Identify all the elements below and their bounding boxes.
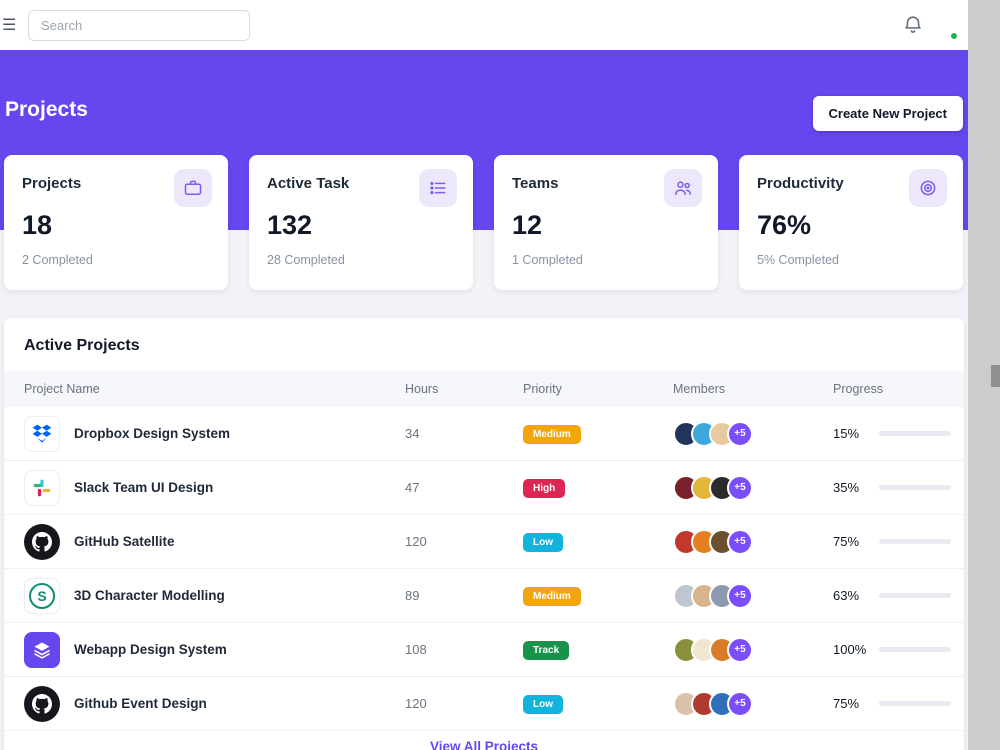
stat-label: Productivity (757, 175, 844, 192)
progress-bar (879, 647, 951, 652)
view-all-projects-link[interactable]: View All Projects (429, 739, 539, 750)
stat-cards-row: Projects 18 2 Completed Active Task 132 … (4, 155, 964, 290)
col-project-name: Project Name (24, 382, 100, 396)
top-bar: ☰ (0, 0, 968, 50)
stat-value: 76% (757, 210, 812, 240)
table-row[interactable]: S 3D Character Modelling 89 Medium +5 63… (4, 569, 964, 623)
priority-badge: Track (523, 640, 570, 660)
members-stack: +5 (673, 420, 833, 447)
ring-s-icon: S (24, 577, 60, 614)
table-row[interactable]: Webapp Design System 108 Track +5 100% (4, 623, 964, 677)
members-stack: +5 (673, 528, 833, 555)
stat-label: Active Task (267, 175, 350, 192)
col-progress: Progress (833, 382, 884, 396)
stat-completed: 2 Completed (22, 253, 93, 267)
members-more-badge: +5 (727, 582, 753, 609)
progress-bar (879, 593, 951, 598)
project-name: Webapp Design System (74, 642, 227, 657)
briefcase-icon (174, 169, 212, 207)
members-stack: +5 (673, 690, 833, 717)
progress-bar (879, 485, 951, 490)
progress-label: 63% (833, 588, 860, 603)
stat-card-teams: Teams 12 1 Completed (494, 155, 718, 290)
members-stack: +5 (673, 474, 833, 501)
stat-card-projects: Projects 18 2 Completed (4, 155, 228, 290)
members-more-badge: +5 (727, 636, 753, 663)
table-row[interactable]: GitHub Satellite 120 Low +5 75% (4, 515, 964, 569)
members-stack: +5 (673, 582, 833, 609)
table-title: Active Projects (24, 337, 140, 354)
col-priority: Priority (523, 382, 562, 396)
progress-bar (879, 701, 951, 706)
target-icon (909, 169, 947, 207)
users-icon (664, 169, 702, 207)
members-stack: +5 (673, 636, 833, 663)
active-projects-card: Active Projects Project Name Hours Prior… (4, 318, 964, 750)
search-input[interactable] (28, 10, 250, 41)
stat-value: 12 (512, 210, 543, 240)
priority-badge: High (523, 478, 566, 498)
priority-badge: Medium (523, 586, 581, 606)
stat-completed: 1 Completed (512, 253, 583, 267)
progress-label: 75% (833, 534, 860, 549)
stat-completed: 28 Completed (267, 253, 345, 267)
list-icon (419, 169, 457, 207)
table-header-row: Project Name Hours Priority Members Prog… (4, 371, 964, 407)
github-icon (24, 685, 60, 722)
table-row[interactable]: Dropbox Design System 34 Medium +5 15% (4, 407, 964, 461)
stat-completed: 5% Completed (757, 253, 839, 267)
project-hours: 108 (405, 642, 427, 657)
project-hours: 34 (405, 426, 420, 441)
project-name: GitHub Satellite (74, 534, 175, 549)
ring-s-glyph: S (29, 582, 55, 609)
stat-value: 18 (22, 210, 53, 240)
menu-icon[interactable]: ☰ (2, 17, 17, 34)
progress-label: 75% (833, 696, 860, 711)
slack-icon (24, 469, 60, 506)
table-row[interactable]: Slack Team UI Design 47 High +5 35% (4, 461, 964, 515)
create-new-project-button[interactable]: Create New Project (812, 96, 963, 131)
stat-label: Teams (512, 175, 559, 192)
progress-label: 100% (833, 642, 867, 657)
progress-bar (879, 431, 951, 436)
project-hours: 47 (405, 480, 420, 495)
notifications-bell-icon[interactable] (902, 14, 924, 36)
user-avatar[interactable] (928, 10, 959, 41)
col-hours: Hours (405, 382, 439, 396)
online-status-dot (949, 31, 959, 41)
dashboard-page: ☰ Projects Create New Project Projects 1 (0, 0, 968, 750)
stat-card-productivity: Productivity 76% 5% Completed (739, 155, 963, 290)
stat-value: 132 (267, 210, 313, 240)
table-row[interactable]: Github Event Design 120 Low +5 75% (4, 677, 964, 731)
priority-badge: Medium (523, 424, 581, 444)
members-more-badge: +5 (727, 690, 753, 717)
col-members: Members (673, 382, 726, 396)
priority-badge: Low (523, 532, 563, 552)
scrollbar-thumb[interactable] (991, 365, 1000, 387)
project-hours: 89 (405, 588, 420, 603)
view-all-wrap: View All Projects (4, 738, 964, 750)
members-more-badge: +5 (727, 528, 753, 555)
stat-card-active-task: Active Task 132 28 Completed (249, 155, 473, 290)
project-hours: 120 (405, 534, 427, 549)
layers-icon (24, 631, 60, 668)
stat-label: Projects (22, 175, 82, 192)
progress-label: 35% (833, 480, 860, 495)
project-name: 3D Character Modelling (74, 588, 225, 603)
members-more-badge: +5 (727, 474, 753, 501)
scrollbar-track[interactable] (968, 0, 1000, 750)
github-icon (24, 523, 60, 560)
progress-label: 15% (833, 426, 860, 441)
project-name: Github Event Design (74, 696, 207, 711)
project-name: Slack Team UI Design (74, 480, 214, 495)
progress-bar (879, 539, 951, 544)
members-more-badge: +5 (727, 420, 753, 447)
dropbox-icon (24, 415, 60, 452)
priority-badge: Low (523, 694, 563, 714)
project-hours: 120 (405, 696, 427, 711)
project-name: Dropbox Design System (74, 426, 231, 441)
page-title: Projects (5, 98, 88, 121)
